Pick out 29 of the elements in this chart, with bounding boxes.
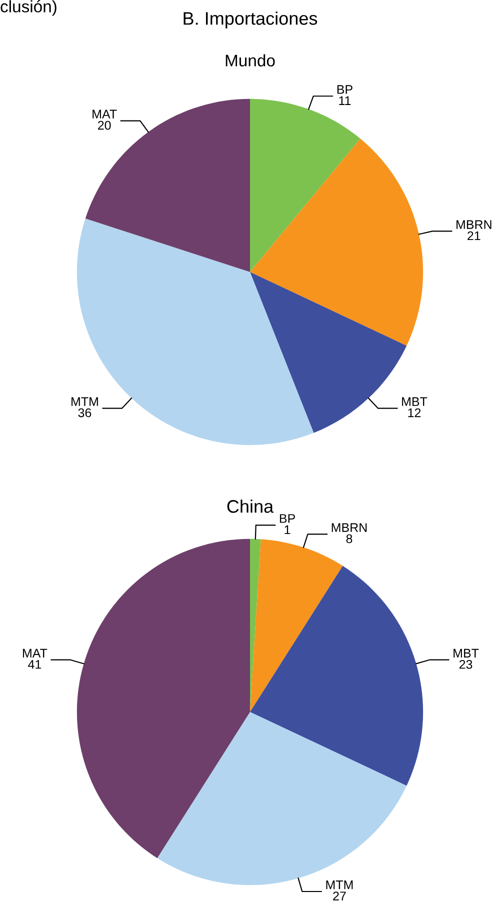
data-label: 12 <box>408 408 421 418</box>
pie-slice <box>85 98 250 272</box>
slice-label: MBT <box>454 648 479 658</box>
data-label: 36 <box>78 408 92 418</box>
slice-label: MBT <box>402 397 428 406</box>
data-label: 11 <box>339 96 351 105</box>
chart-subtitle: Mundo <box>226 54 275 66</box>
data-label: 41 <box>28 660 42 669</box>
data-label: 8 <box>346 534 352 544</box>
slice-label: BP <box>337 85 352 94</box>
slice-label: BP <box>280 514 295 523</box>
data-label: 23 <box>459 660 472 669</box>
text: clusión) <box>0 0 56 16</box>
chart-title: China <box>227 500 274 513</box>
pie-slice <box>250 566 424 786</box>
pie-slice <box>76 538 250 858</box>
slice-label: MAT <box>92 110 117 118</box>
pie-slice <box>250 539 343 712</box>
chart-title: B. Importaciones <box>184 12 318 28</box>
slice-label: MBRN <box>456 220 492 229</box>
slice-label: MAT <box>22 648 48 658</box>
data-label: 20 <box>98 120 111 130</box>
data-label: 1 <box>284 525 290 534</box>
slice-label: MBRN <box>332 523 367 532</box>
slice-label: MTM <box>72 397 98 406</box>
data-label: 21 <box>468 231 480 240</box>
slice-label: MTM <box>326 880 353 890</box>
data-label: 27 <box>333 892 346 900</box>
pie-slice <box>250 138 424 346</box>
